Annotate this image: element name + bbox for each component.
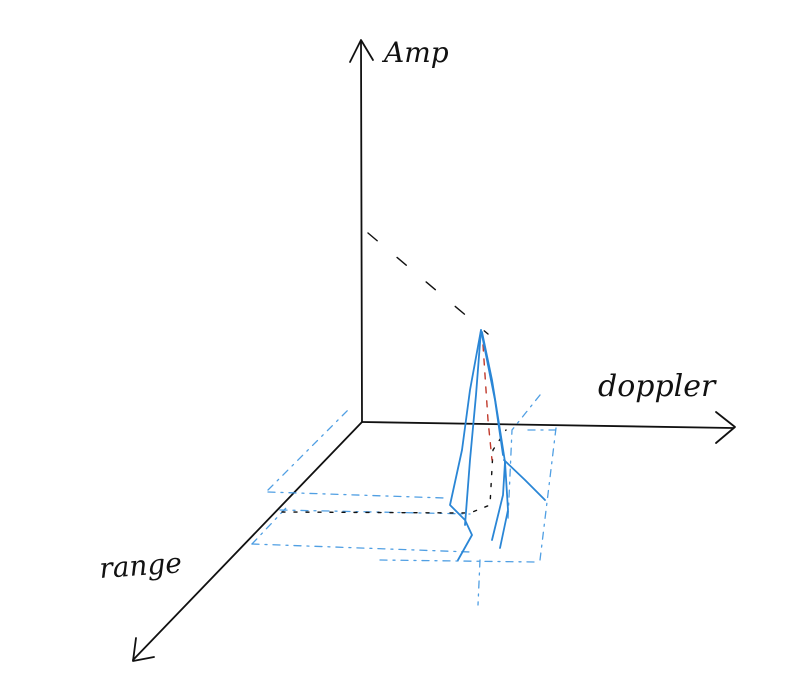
amp-label: Amp [381,36,449,69]
peak-edge-left [449,329,482,561]
amp-axis [349,39,374,423]
range-axis-arrowhead [132,637,155,662]
floor-outline-left [251,507,287,545]
amp-axis-arrowhead [349,39,374,63]
range-axis [132,421,363,662]
peak-height-guide [367,232,489,335]
floor-outline-top [267,491,446,499]
peak-skirt-right [503,459,546,501]
peak-cone [449,329,546,561]
doppler-axis-line [361,421,734,429]
floor-outline-right-3 [477,559,481,606]
floor-outline-right-1 [507,394,541,521]
peak-edge-right [481,331,509,549]
doppler-label: doppler [598,369,717,404]
floor-outline-bottom [379,559,536,563]
floor-outline-back [267,409,349,491]
floor-projection [251,394,557,606]
peak-skirt-front [491,461,506,541]
peak-center-line [482,344,493,461]
peak-edge-front [481,334,504,456]
range-axis-line [132,421,363,661]
floor-outline-front [251,543,471,553]
floor-outline-right-2 [539,427,557,561]
amp-axis-line [360,41,363,423]
peak-edge-left-inner [464,329,482,526]
doppler-axis [361,411,736,444]
doppler-axis-arrowhead [715,411,736,444]
range-label: range [98,546,183,585]
